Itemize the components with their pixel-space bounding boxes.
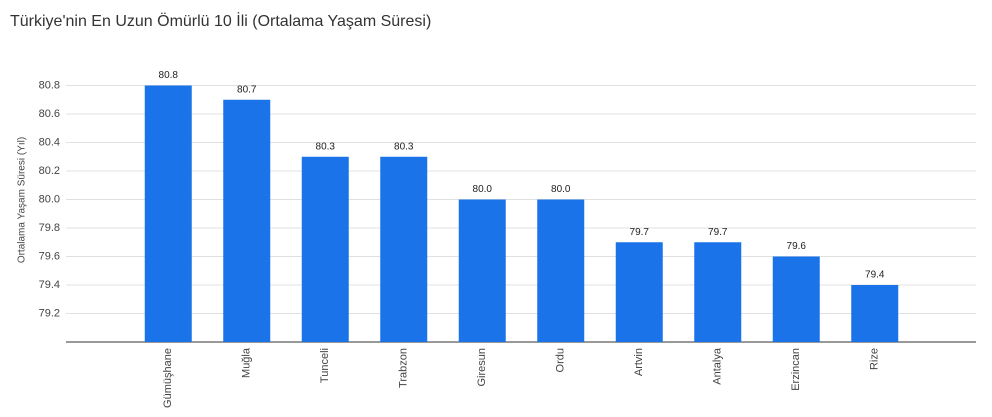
data-label: 79.6: [787, 241, 807, 252]
data-label: 79.4: [865, 270, 885, 281]
y-tick-label: 79.4: [39, 279, 60, 291]
data-label: 80.7: [237, 84, 257, 95]
y-tick-label: 79.8: [39, 222, 60, 234]
y-axis-label: Ortalama Yaşam Süresi (Yıl): [17, 137, 28, 263]
x-tick-label: Gümüşhane: [162, 348, 174, 408]
data-label: 80.3: [394, 141, 414, 152]
y-tick-label: 80.8: [39, 79, 60, 91]
x-tick-label: Antalya: [712, 347, 724, 385]
x-tick-label: Giresun: [476, 348, 488, 387]
y-tick-label: 80.4: [39, 136, 60, 148]
bar: [223, 99, 271, 342]
data-label: 79.7: [630, 227, 650, 238]
x-tick-label: Artvin: [633, 348, 645, 376]
bar: [144, 85, 192, 342]
x-tick-label: Tunceli: [319, 348, 331, 383]
bar: [851, 285, 899, 342]
y-tick-label: 79.6: [39, 250, 60, 262]
y-tick-label: 80.0: [39, 193, 60, 205]
data-label: 80.0: [551, 184, 571, 195]
data-label: 80.3: [316, 141, 336, 152]
x-tick-label: Rize: [869, 348, 881, 370]
bar: [380, 156, 428, 342]
x-tick-label: Ordu: [555, 348, 567, 372]
x-tick-label: Erzincan: [790, 348, 802, 391]
data-label: 80.8: [159, 70, 179, 81]
bar: [694, 242, 742, 342]
data-label: 80.0: [473, 184, 493, 195]
x-tick-label: Trabzon: [398, 348, 410, 388]
y-tick-label: 80.6: [39, 108, 60, 120]
chart-title: Türkiye'nin En Uzun Ömürlü 10 İli (Ortal…: [10, 11, 431, 30]
y-tick-label: 79.2: [39, 307, 60, 319]
bar: [615, 242, 663, 342]
bar: [537, 199, 585, 342]
data-label: 79.7: [708, 227, 728, 238]
x-tick-label: Muğla: [241, 347, 253, 378]
bar: [772, 256, 820, 342]
y-tick-label: 80.2: [39, 165, 60, 177]
bar: [458, 199, 506, 342]
bar: [301, 156, 349, 342]
